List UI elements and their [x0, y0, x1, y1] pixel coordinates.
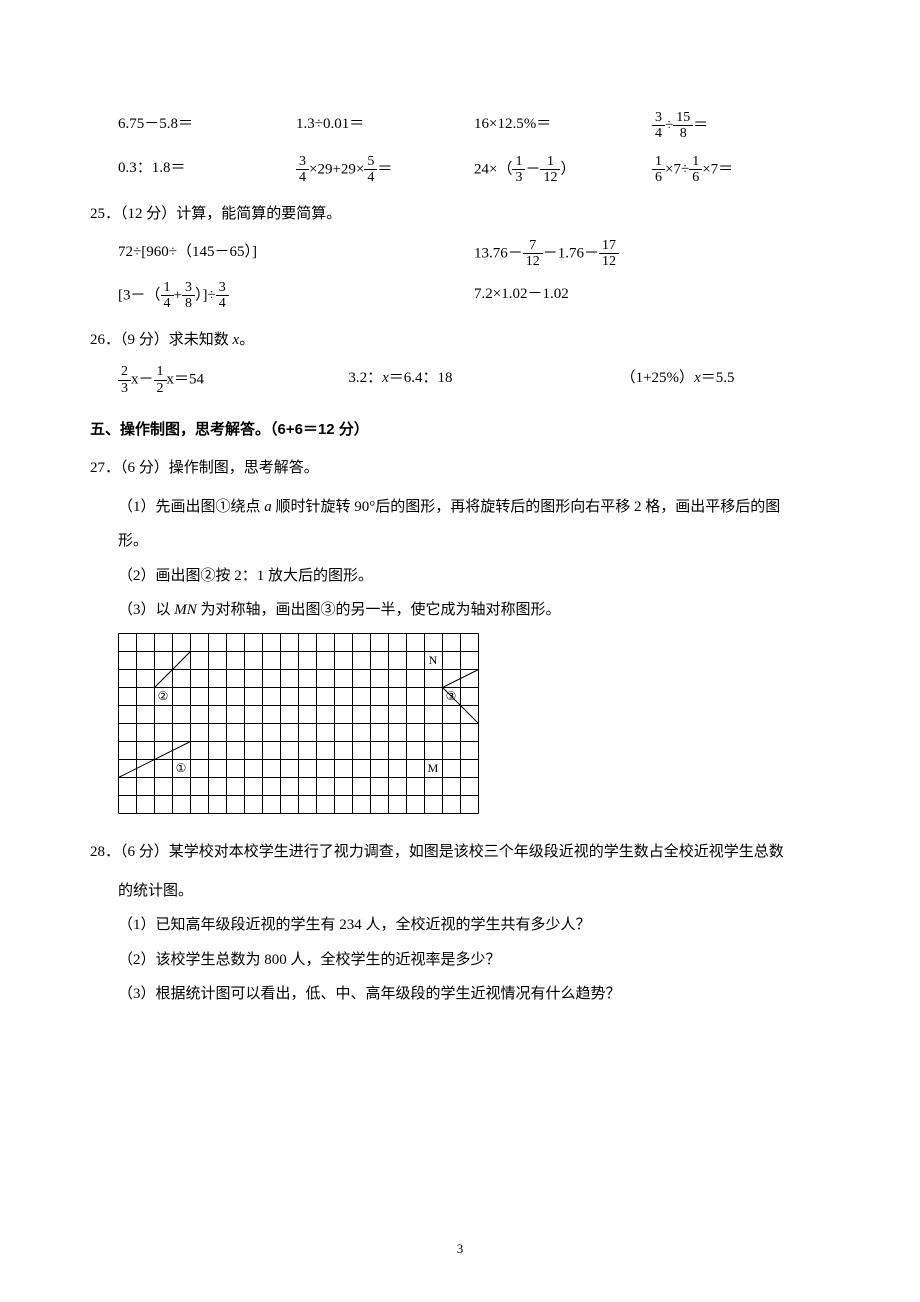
- calc-row-1: 6.75－5.8＝ 1.3÷0.01＝ 16×12.5%＝ 34÷158＝: [118, 110, 830, 142]
- calc-cell: 16×7÷16×7＝: [652, 154, 830, 186]
- calc-cell: 6.75－5.8＝: [118, 110, 296, 142]
- calc-cell: 16×12.5%＝: [474, 110, 652, 142]
- q27-s2: （2）画出图②按 2：1 放大后的图形。: [118, 562, 830, 591]
- q25-a: 72÷[960÷（145－65）]: [118, 238, 474, 270]
- calc-cell: 1.3÷0.01＝: [296, 110, 474, 142]
- q28-title: 28．（6 分）某学校对本校学生进行了视力调查，如图是该校三个年级段近视的学生数…: [90, 838, 830, 867]
- q26-b: 3.2：x＝6.4：18: [348, 364, 620, 396]
- calc-cell: 24×（13－112）: [474, 154, 652, 186]
- grid-svg: N M ① ② ③: [118, 633, 479, 814]
- q27-title: 27．（6 分）操作制图，思考解答。: [90, 454, 830, 483]
- q25-b: 13.76－712－1.76－1712: [474, 238, 830, 270]
- q28-s1: （1）已知高年级段近视的学生有 234 人，全校近视的学生共有多少人？: [118, 911, 830, 940]
- calc-cell: 34÷158＝: [652, 110, 830, 142]
- q27-s3: （3）以 MN 为对称轴，画出图③的另一半，使它成为轴对称图形。: [118, 596, 830, 625]
- q28-title2: 的统计图。: [118, 877, 830, 906]
- grid-figure: N M ① ② ③: [118, 633, 830, 825]
- svg-text:M: M: [428, 761, 439, 775]
- calc-cell: 0.3：1.8＝: [118, 154, 296, 186]
- calc-cell: 34×29+29×54＝: [296, 154, 474, 186]
- q25-row2: [3－（14+38）]÷34 7.2×1.02－1.02: [118, 280, 830, 312]
- svg-text:①: ①: [176, 761, 187, 775]
- section5-title: 五、操作制图，思考解答。（6+6＝12 分）: [90, 416, 830, 445]
- q27-s1c: 形。: [118, 527, 830, 556]
- svg-text:③: ③: [446, 689, 457, 703]
- q25-title: 25．（12 分）计算，能简算的要简算。: [90, 200, 830, 229]
- q26-a: 23x－12x＝54: [118, 364, 348, 396]
- q26-row: 23x－12x＝54 3.2：x＝6.4：18 （1+25%）x＝5.5: [118, 364, 830, 396]
- q28-s2: （2）该校学生总数为 800 人，全校学生的近视率是多少？: [118, 946, 830, 975]
- q26-title: 26．（9 分）求未知数 x。: [90, 326, 830, 355]
- q27-s1: （1）先画出图①绕点 a 顺时针旋转 90°后的图形，再将旋转后的图形向右平移 …: [118, 493, 830, 522]
- calc-row-2: 0.3：1.8＝ 34×29+29×54＝ 24×（13－112） 16×7÷1…: [118, 154, 830, 186]
- q25-d: 7.2×1.02－1.02: [474, 280, 830, 312]
- svg-text:②: ②: [158, 689, 169, 703]
- page-number: 3: [0, 1237, 920, 1262]
- q26-c: （1+25%）x＝5.5: [621, 364, 830, 396]
- q25-row1: 72÷[960÷（145－65）] 13.76－712－1.76－1712: [118, 238, 830, 270]
- svg-text:N: N: [429, 653, 438, 667]
- q25-c: [3－（14+38）]÷34: [118, 280, 474, 312]
- q28-s3: （3）根据统计图可以看出，低、中、高年级段的学生近视情况有什么趋势？: [118, 980, 830, 1009]
